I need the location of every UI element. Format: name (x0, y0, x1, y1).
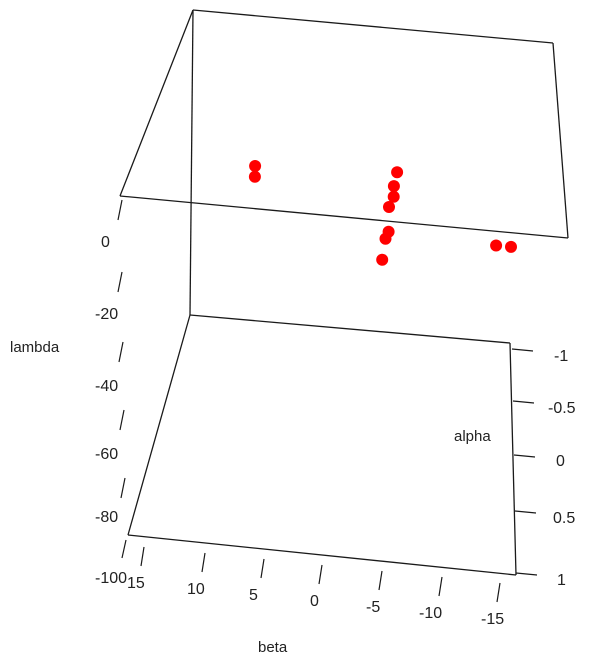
x-axis-tick (438, 576, 443, 597)
frame-top-front (119, 195, 569, 239)
data-point (391, 166, 404, 179)
y-axis-tick (118, 341, 124, 363)
y-tick-label: -60 (95, 446, 118, 463)
y-tick-label: -20 (95, 306, 118, 323)
z-axis-title: alpha (454, 428, 491, 445)
x-axis-tick (318, 564, 323, 585)
x-tick-label: 0 (310, 593, 319, 610)
data-point (387, 180, 400, 193)
x-axis-tick (260, 558, 265, 579)
z-axis-tick (513, 454, 536, 458)
z-tick-label: 1 (557, 572, 566, 589)
z-tick-label: 0 (556, 453, 565, 470)
x-tick-label: 15 (127, 575, 145, 592)
data-point (505, 240, 517, 253)
frame-top-left (119, 9, 194, 197)
x-axis-tick (496, 582, 501, 603)
z-axis: -1 -0.5 0 0.5 1 (511, 348, 576, 589)
y-axis-tick (121, 539, 127, 559)
frame-floor-front (127, 534, 517, 576)
z-tick-label: -0.5 (548, 400, 576, 417)
frame-top-back (192, 9, 554, 44)
frame-floor-back (189, 314, 511, 344)
plot-frame (119, 9, 569, 576)
x-axis-title: beta (258, 639, 288, 656)
y-axis-title: lambda (10, 339, 60, 356)
data-point (249, 160, 262, 172)
x-tick-label: -5 (366, 599, 380, 616)
y-axis-tick (119, 409, 125, 431)
data-point (376, 253, 389, 266)
y-axis-tick (117, 199, 123, 221)
data-points (248, 160, 517, 266)
frame-top-right (552, 42, 569, 239)
z-axis-tick (515, 572, 538, 576)
y-tick-label: -100 (95, 570, 127, 587)
z-axis-tick (512, 400, 535, 404)
frame-back-vertical (189, 9, 194, 316)
y-axis-tick (117, 271, 123, 293)
data-point (387, 190, 400, 203)
x-tick-label: 5 (249, 587, 258, 604)
z-axis-tick (514, 510, 537, 514)
y-axis: 0 -20 -40 -60 -80 -100 (95, 199, 127, 587)
x-tick-label: -15 (481, 611, 504, 628)
z-tick-label: 0.5 (553, 510, 575, 527)
x-axis-tick (201, 552, 206, 573)
x-axis-tick (140, 546, 145, 567)
x-tick-label: 10 (187, 581, 205, 598)
z-axis-tick (511, 348, 534, 352)
frame-floor-left (127, 314, 191, 536)
frame-floor-right (509, 342, 517, 576)
y-tick-label: -40 (95, 378, 118, 395)
z-tick-label: -1 (554, 348, 568, 365)
x-axis-tick (378, 570, 383, 591)
data-point (490, 239, 503, 252)
data-point (248, 170, 261, 183)
data-point (383, 201, 395, 213)
x-axis: 15 10 5 0 -5 -10 -15 (127, 546, 504, 628)
y-tick-label: 0 (101, 234, 110, 251)
data-point (379, 232, 392, 245)
y-axis-tick (120, 477, 126, 499)
y-tick-label: -80 (95, 509, 118, 526)
x-tick-label: -10 (419, 605, 442, 622)
